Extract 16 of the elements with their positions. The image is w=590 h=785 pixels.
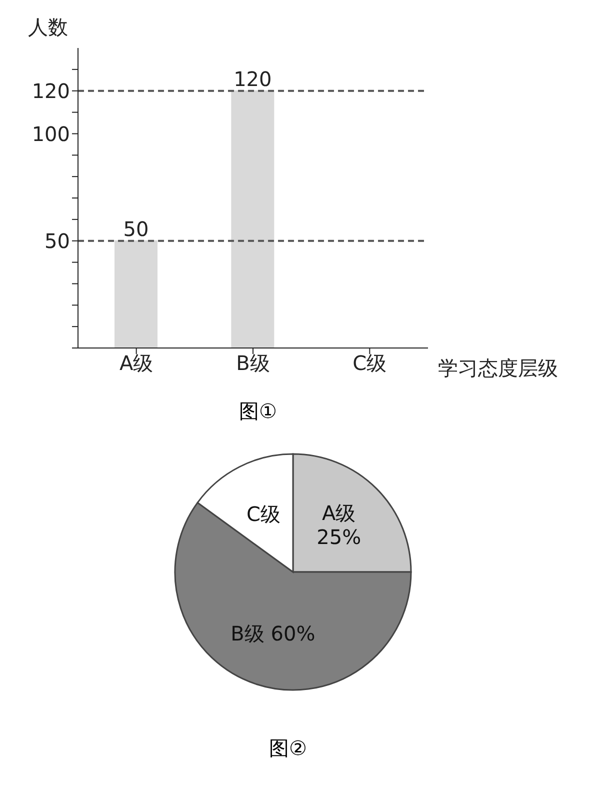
x-tick-label: A级 <box>119 351 154 376</box>
data-label: 50 <box>123 216 149 241</box>
y-tick-label: 100 <box>32 122 70 146</box>
data-label: 120 <box>234 66 272 91</box>
y-axis-title: 人数 <box>28 15 68 39</box>
data-label: 25% <box>316 525 362 550</box>
slice-label: B级 60% <box>230 622 316 646</box>
x-tick-label: C级 <box>352 351 387 376</box>
text: 图② <box>268 735 308 762</box>
x-axis-title: 学习态度层级 <box>438 356 558 380</box>
y-tick-label: 120 <box>32 78 70 103</box>
slice-label: A级 <box>322 501 356 526</box>
x-tick-label: B级 <box>236 351 270 376</box>
slice-label: C级 <box>246 502 281 526</box>
y-tick-label: 50 <box>44 228 70 253</box>
text: 图① <box>238 398 278 425</box>
